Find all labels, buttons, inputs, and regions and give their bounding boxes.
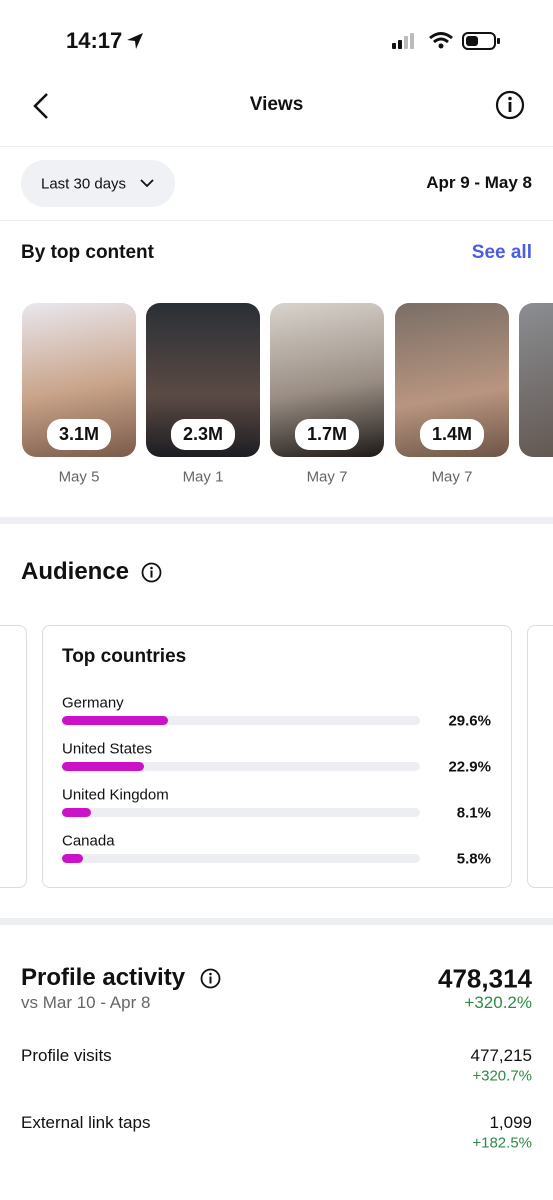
bar [62, 854, 83, 863]
view-count: 3.1M [46, 419, 112, 450]
post-date: May 7 [431, 468, 473, 486]
metric-label: Profile visits [21, 1046, 112, 1065]
location-icon [127, 33, 143, 49]
date-range: Apr 9 - May 8 [426, 173, 532, 192]
thumbnail[interactable]: 3.1M [22, 303, 136, 457]
thumbnail[interactable]: 2.3M [146, 303, 260, 457]
bar-track [62, 762, 420, 771]
metric-change: +320.7% [472, 1067, 532, 1085]
metric-value: 477,215 [470, 1046, 532, 1065]
info-icon[interactable] [200, 968, 221, 989]
bar [62, 762, 144, 771]
country-name: Canada [62, 832, 115, 850]
bar [62, 808, 91, 817]
info-button[interactable] [495, 90, 525, 120]
top-countries-card [42, 625, 512, 888]
comparison: vs Mar 10 - Apr 8 [21, 993, 151, 1012]
card-partial [0, 625, 27, 888]
status-icons [392, 32, 500, 50]
view-count: 1.4M [419, 419, 485, 450]
country-name: United Kingdom [62, 786, 169, 804]
thumbnail[interactable]: 1.4M [395, 303, 509, 457]
country-share: 22.9% [448, 758, 491, 776]
chevron-down [140, 179, 154, 188]
back-button[interactable] [30, 92, 54, 120]
section-title: Audience [21, 558, 130, 585]
post-date: May 1 [182, 468, 224, 486]
total-value: 478,314 [438, 963, 532, 994]
section-title: Profile activity [21, 964, 186, 991]
country-name: Germany [62, 694, 124, 712]
bar-track [62, 808, 420, 817]
card-partial [527, 625, 553, 888]
metric-label: External link taps [21, 1113, 151, 1132]
thumbnail[interactable]: 1.7M [270, 303, 384, 457]
bar-track [62, 854, 420, 863]
status-time: 14:17 [66, 28, 123, 53]
country-share: 29.6% [448, 712, 491, 730]
post-date: May 5 [58, 468, 100, 486]
total-change: +320.2% [464, 993, 532, 1012]
card-title: Top countries [62, 646, 187, 667]
section-title: By top content [21, 242, 154, 263]
metric-value: 1,099 [489, 1113, 532, 1132]
country-share: 8.1% [456, 804, 491, 822]
thumbnail-partial[interactable] [519, 303, 553, 457]
info-icon[interactable] [141, 562, 162, 583]
bar [62, 716, 168, 725]
page-title: Views [249, 94, 304, 115]
view-count: 1.7M [294, 419, 360, 450]
range-label: Last 30 days [41, 175, 127, 193]
view-count: 2.3M [170, 419, 236, 450]
see-all-link[interactable]: See all [471, 242, 532, 263]
metric-change: +182.5% [472, 1134, 532, 1152]
post-date: May 7 [306, 468, 348, 486]
country-share: 5.8% [456, 850, 491, 868]
country-name: United States [62, 740, 153, 758]
bar-track [62, 716, 420, 725]
